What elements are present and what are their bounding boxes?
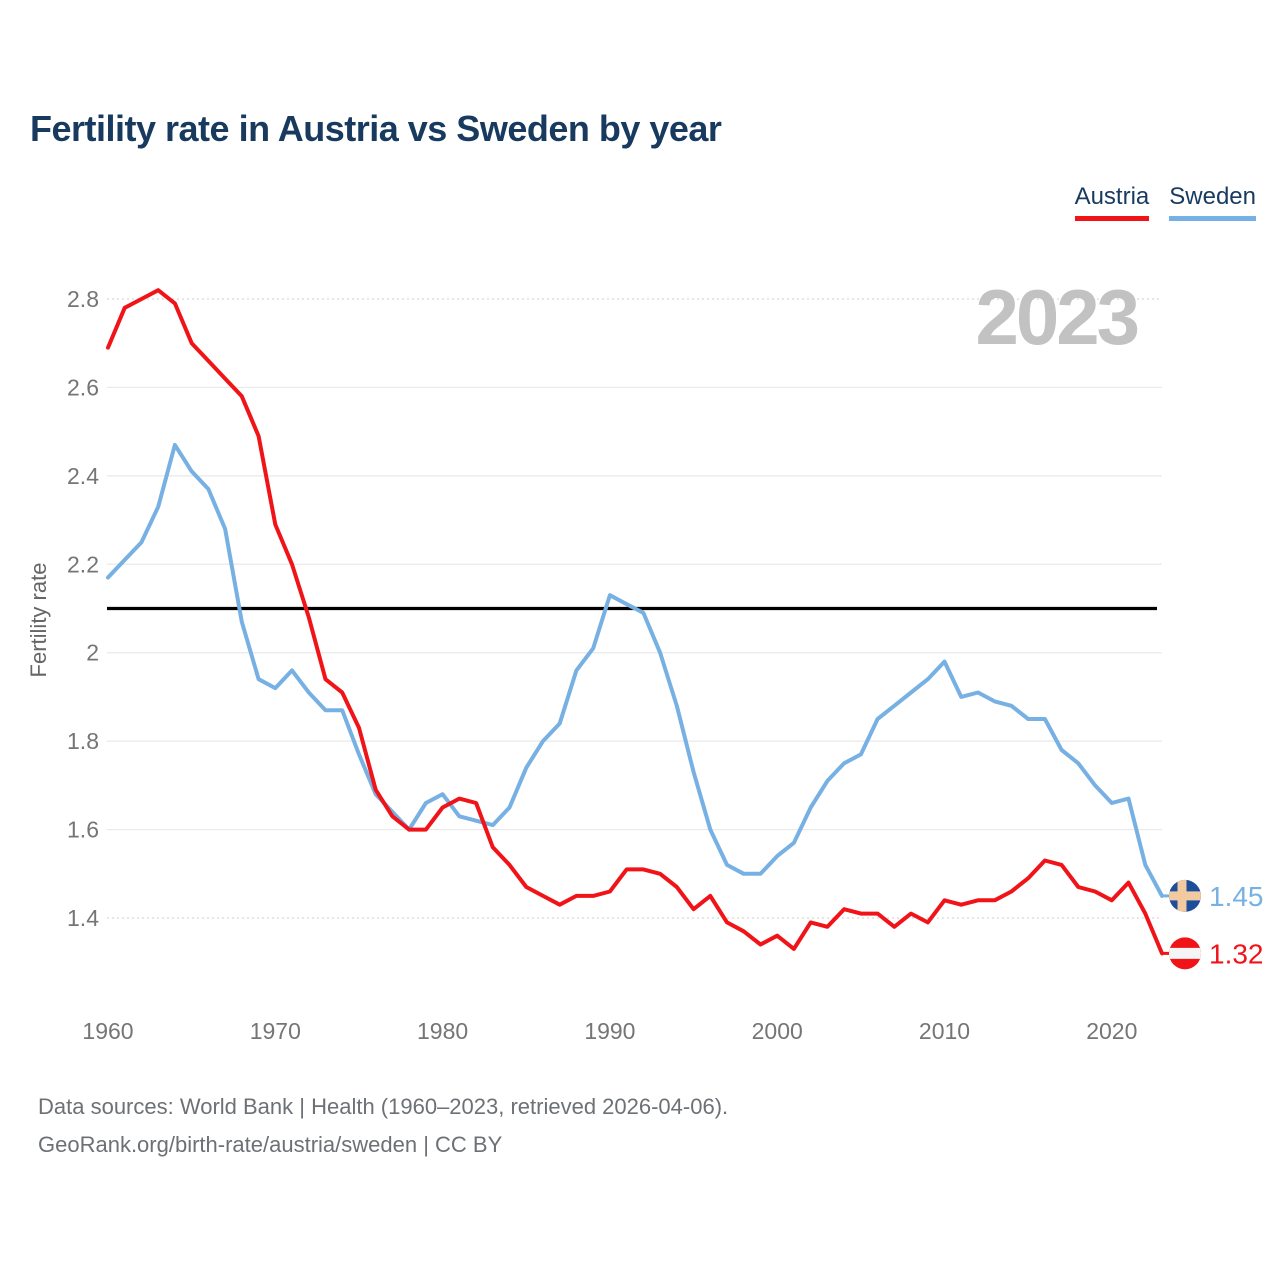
x-tick-label: 1970 [250,1018,301,1044]
y-tick-label: 2.6 [67,374,99,400]
attribution-link[interactable]: GeoRank.org/birth-rate/austria/sweden | … [38,1132,503,1157]
chart-title: Fertility rate in Austria vs Sweden by y… [30,108,722,149]
legend-swatch-sweden [1169,216,1256,221]
x-tick-label: 2010 [919,1018,970,1044]
y-tick-label: 2 [86,640,99,666]
x-tick-label: 2020 [1086,1018,1137,1044]
sweden-line [106,442,1164,898]
data-sources-line: Data sources: World Bank | Health (1960–… [38,1094,729,1119]
y-tick-label: 2.4 [67,463,99,489]
sweden-flag-icon [1169,879,1201,912]
legend-label-austria: Austria [1074,183,1150,210]
y-tick-label: 1.8 [67,728,99,754]
austria-line [106,288,1164,956]
austria-end-value-label: 1.32 [1209,938,1264,969]
legend-item-austria[interactable]: Austria [1074,183,1150,221]
footer: Data sources: World Bank | Health (1960–… [38,1088,728,1164]
legend-swatch-austria [1074,216,1150,221]
legend-label-sweden: Sweden [1169,183,1256,210]
austria-flag-icon [1169,937,1201,970]
legend-item-sweden[interactable]: Sweden [1169,183,1256,221]
x-tick-label: 1990 [584,1018,635,1044]
watermark-year: 2023 [975,273,1137,361]
y-axis-title: Fertility rate [26,563,51,678]
y-tick-label: 1.6 [67,817,99,843]
y-tick-label: 2.8 [67,286,99,312]
x-tick-label: 2000 [752,1018,803,1044]
y-tick-label: 1.4 [67,905,99,931]
x-tick-label: 1980 [417,1018,468,1044]
sweden-end-value-label: 1.45 [1209,881,1264,912]
y-tick-label: 2.2 [67,551,99,577]
x-tick-label: 1960 [82,1018,133,1044]
legend: Austria Sweden [1074,183,1256,221]
